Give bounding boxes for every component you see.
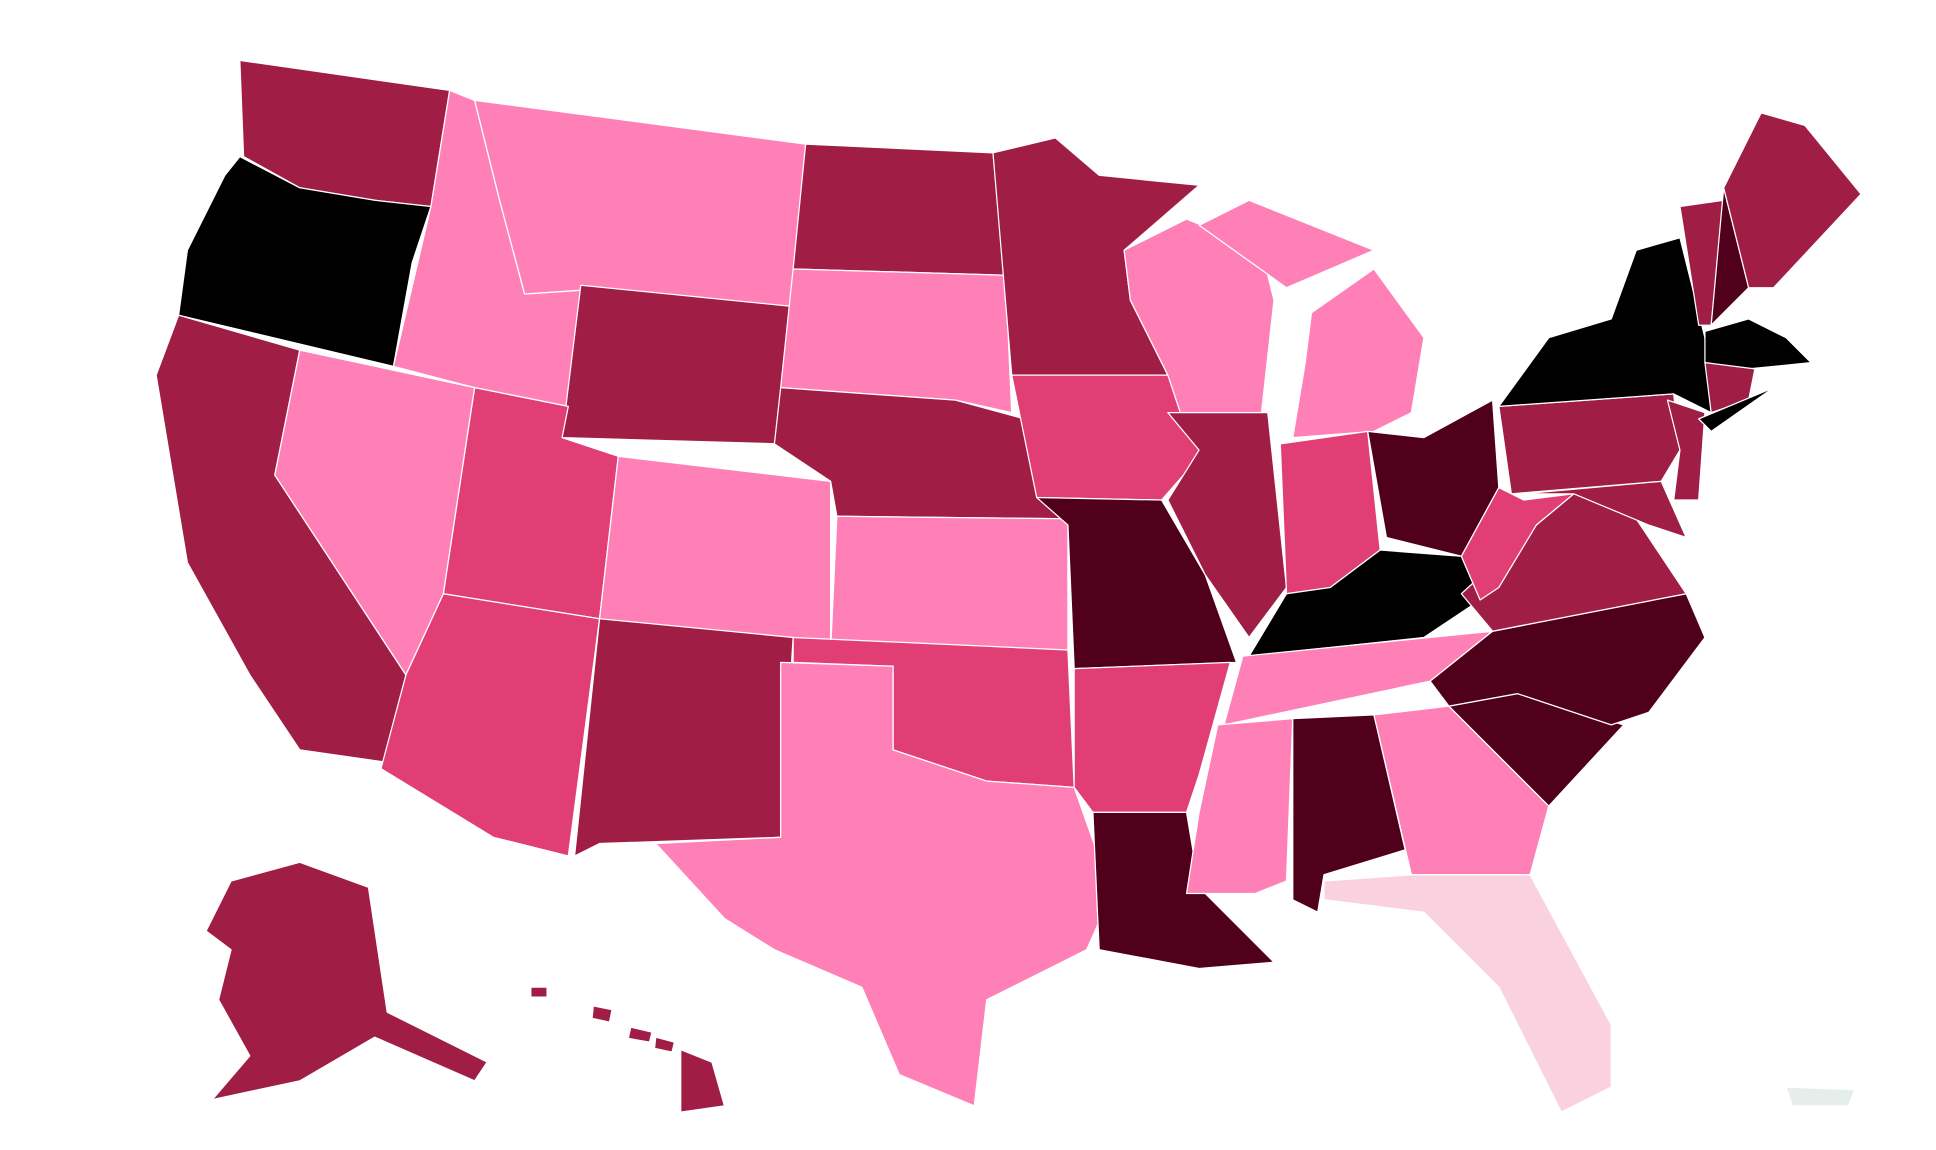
region (829, 515, 1069, 651)
region (177, 155, 432, 368)
region (1373, 705, 1550, 876)
region (1292, 268, 1425, 439)
region (792, 143, 1007, 276)
region (1092, 811, 1275, 970)
region (655, 661, 1113, 1107)
region (1460, 486, 1575, 601)
region (1523, 480, 1687, 539)
region (1785, 1086, 1856, 1107)
region (530, 986, 548, 998)
region (1666, 399, 1706, 501)
region (1323, 874, 1612, 1113)
region (627, 1026, 653, 1043)
region (561, 284, 794, 445)
region (205, 861, 488, 1101)
region (1036, 496, 1238, 670)
region (1698, 387, 1775, 432)
region (780, 268, 1013, 414)
region (591, 1005, 613, 1023)
states (155, 59, 1862, 1113)
region (1723, 112, 1862, 289)
region (1198, 199, 1375, 289)
region (1498, 237, 1712, 414)
region (1704, 318, 1812, 370)
region (598, 455, 832, 651)
region (474, 99, 807, 308)
region (1498, 393, 1681, 495)
region (1167, 412, 1288, 639)
region (653, 1036, 676, 1053)
region (680, 1049, 726, 1113)
region (573, 618, 794, 857)
